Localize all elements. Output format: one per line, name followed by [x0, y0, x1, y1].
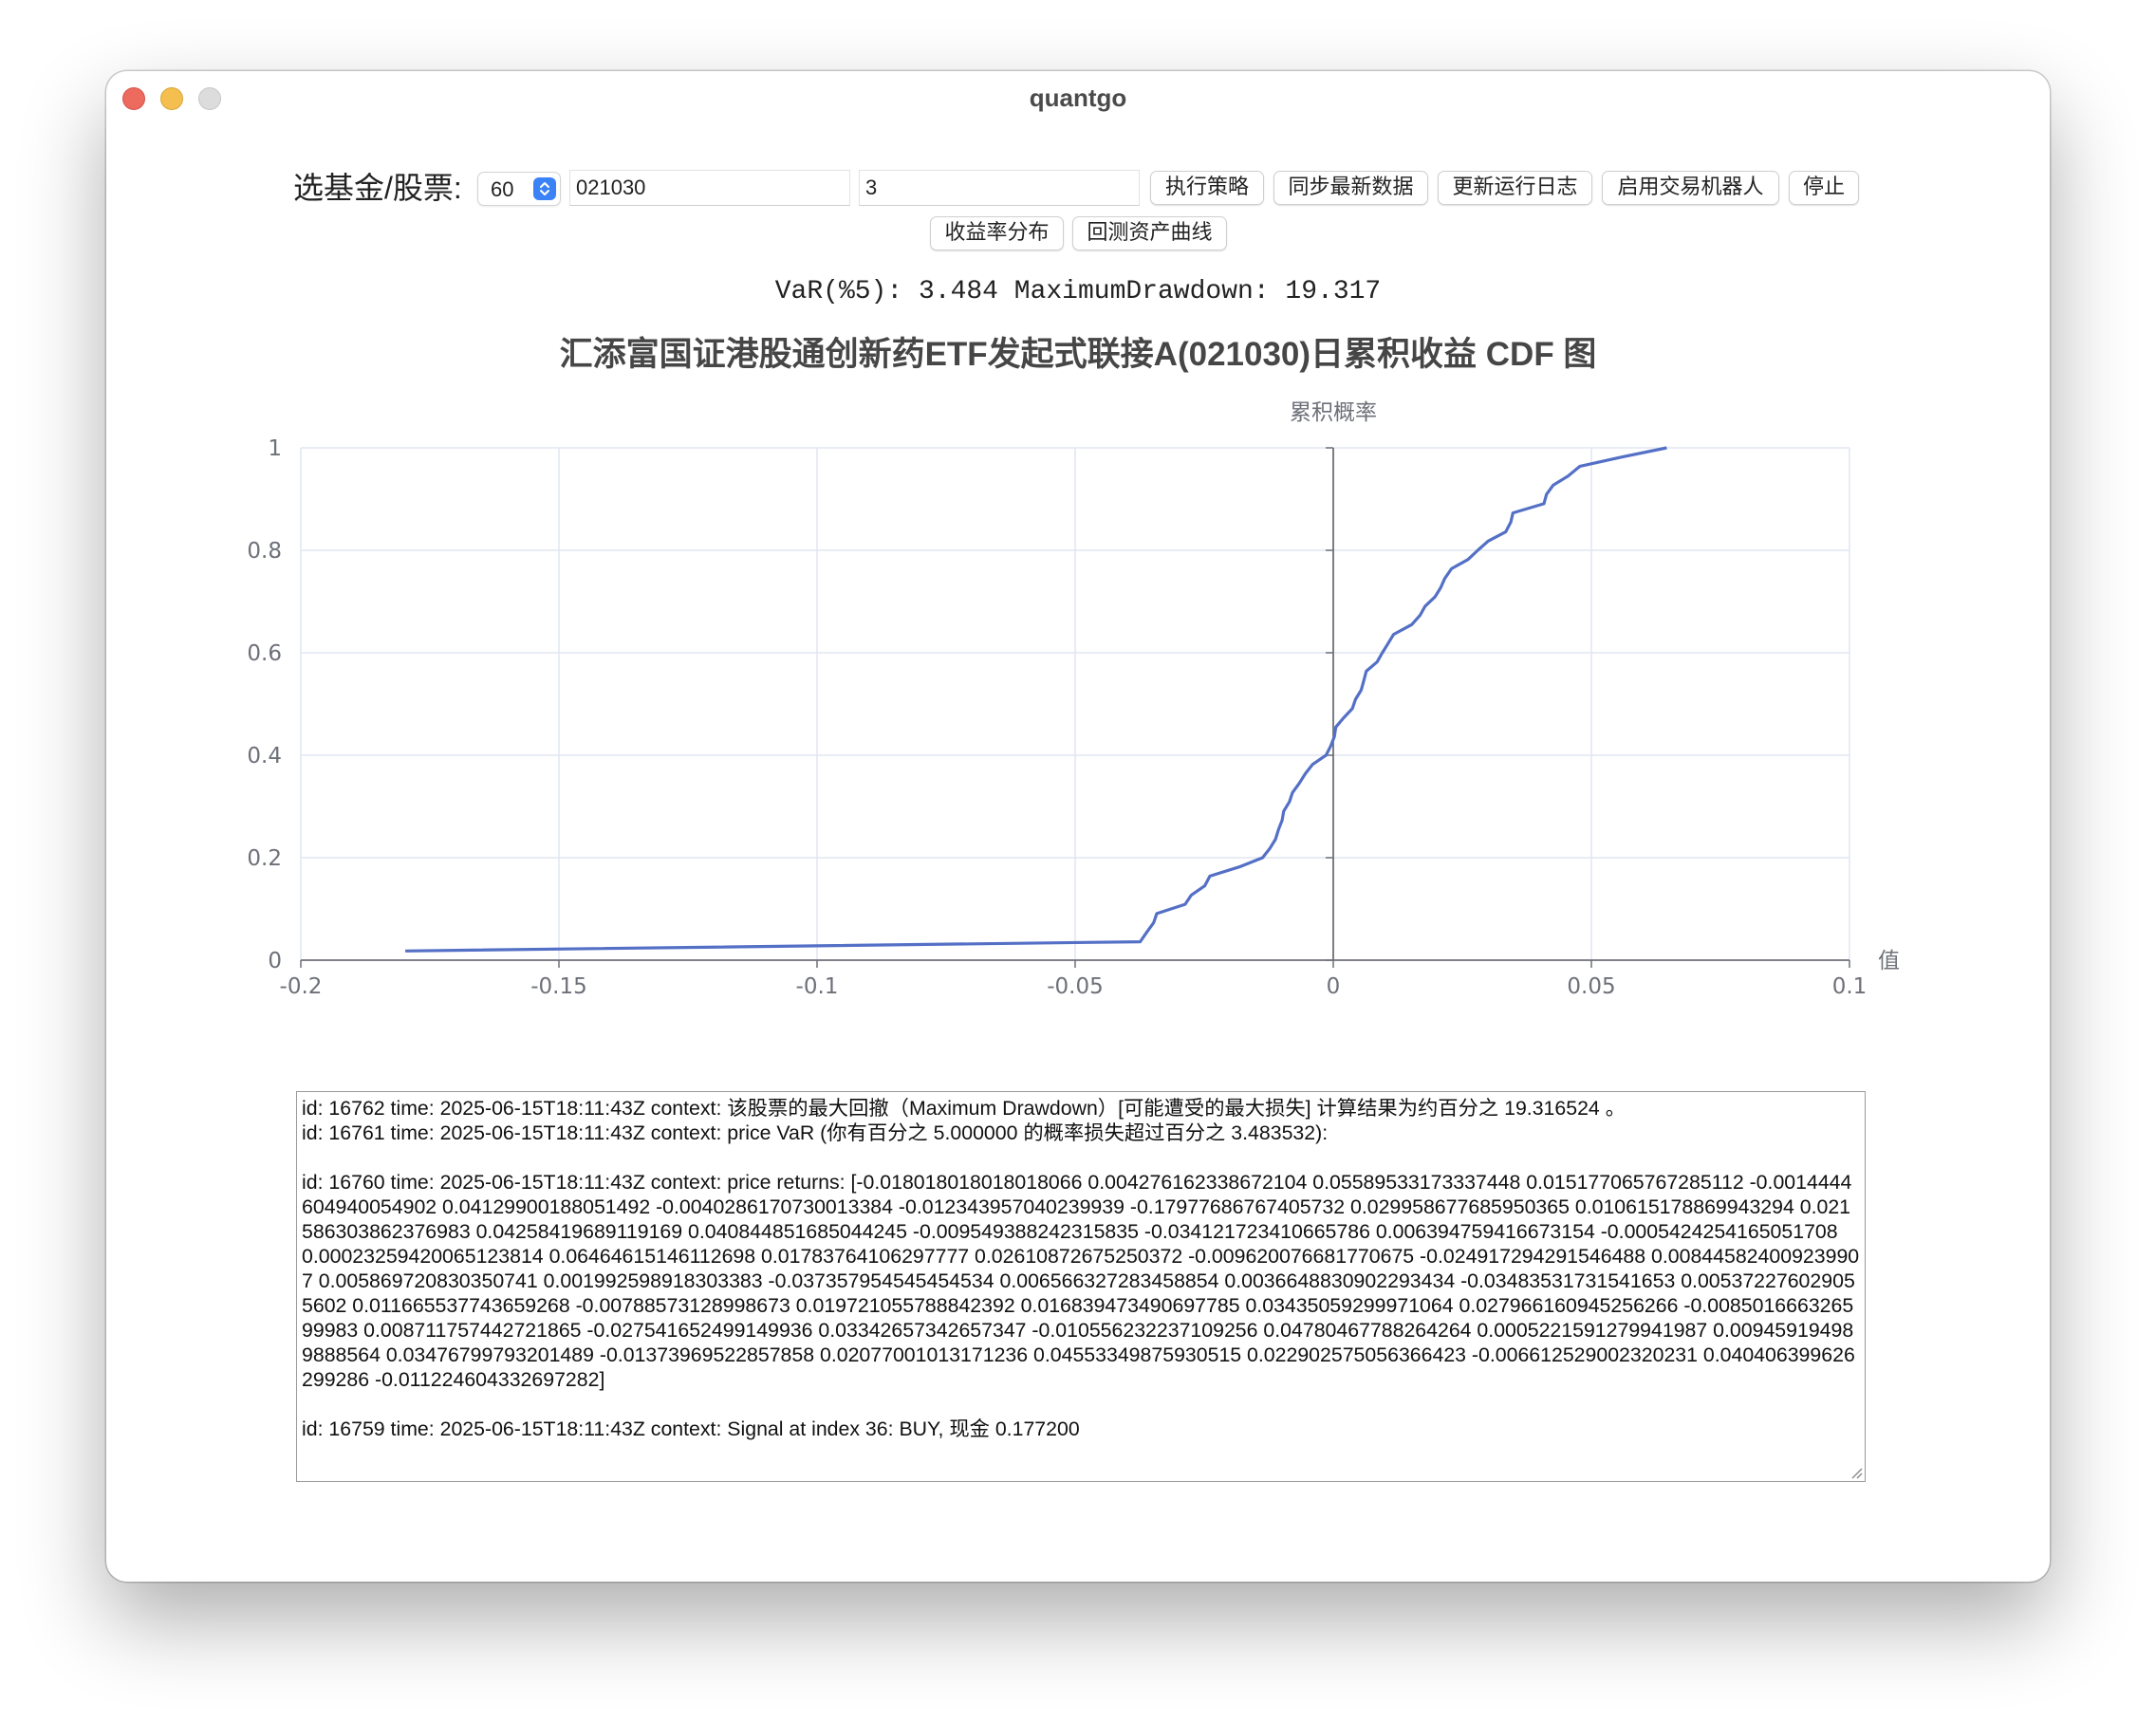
chart-axes [300, 447, 1850, 968]
cdf-series-line [405, 446, 1667, 953]
app-window: quantgo 选基金/股票: 60 执行策略 同步最新数据 更新运行日志 启用… [106, 71, 2050, 1582]
param-input[interactable] [859, 170, 1140, 206]
sync-data-button[interactable]: 同步最新数据 [1273, 171, 1428, 205]
y-tick-label: 0.4 [247, 744, 282, 769]
chart-title: 汇添富国证港股通创新药ETF发起式联接A(021030)日累积收益 CDF 图 [559, 336, 1597, 373]
minimize-window-button[interactable] [160, 87, 183, 110]
log-entry: id: 16759 time: 2025-06-15T18:11:43Z con… [302, 1417, 1080, 1440]
up-down-chevron-icon [533, 177, 556, 200]
backtest-curve-button[interactable]: 回测资产曲线 [1072, 216, 1227, 250]
log-entry: id: 16761 time: 2025-06-15T18:11:43Z con… [302, 1121, 1329, 1144]
x-tick-label: -0.1 [796, 974, 839, 999]
stop-button[interactable]: 停止 [1789, 171, 1859, 205]
title-bar: quantgo [106, 71, 2050, 126]
y-tick-label: 0.2 [247, 846, 282, 871]
start-bot-button[interactable]: 启用交易机器人 [1602, 171, 1779, 205]
period-select-value: 60 [491, 177, 514, 201]
grid-lines [300, 447, 1850, 960]
log-entry: id: 16760 time: 2025-06-15T18:11:43Z con… [302, 1171, 1860, 1391]
y-tick-label: 0.8 [247, 539, 282, 564]
x-tick-label: 0.05 [1567, 974, 1615, 999]
run-log-textarea[interactable]: id: 16762 time: 2025-06-15T18:11:43Z con… [296, 1091, 1866, 1482]
x-axis-label: 值 [1878, 949, 1900, 973]
resize-grip-icon[interactable] [1849, 1466, 1863, 1479]
period-select[interactable]: 60 [477, 172, 561, 206]
window-title: quantgo [1029, 83, 1127, 112]
log-entry: id: 16762 time: 2025-06-15T18:11:43Z con… [302, 1097, 1626, 1120]
maximize-window-button[interactable] [198, 87, 221, 110]
y-tick-label: 0 [268, 949, 282, 973]
y-axis-label: 累积概率 [1290, 400, 1377, 425]
risk-metrics-text: VaR(%5): 3.484 MaximumDrawdown: 19.317 [774, 277, 1382, 306]
x-tick-label: -0.15 [530, 974, 587, 999]
x-tick-label: -0.05 [1047, 974, 1104, 999]
returns-distribution-button[interactable]: 收益率分布 [930, 216, 1064, 250]
y-tick-label: 0.6 [247, 641, 282, 666]
x-tick-label: 0 [1327, 974, 1341, 999]
y-tick-label: 1 [268, 436, 282, 461]
run-strategy-button[interactable]: 执行策略 [1150, 171, 1264, 205]
x-tick-label: 0.1 [1832, 974, 1868, 999]
update-log-button[interactable]: 更新运行日志 [1438, 171, 1592, 205]
select-fund-label: 选基金/股票: [293, 171, 462, 205]
close-window-button[interactable] [122, 87, 145, 110]
fund-code-input[interactable] [569, 170, 850, 206]
tick-labels: -0.2 -0.15 -0.1 -0.05 0 0.05 0.1 0 0.2 0.4 0.6 0.8 1 [247, 436, 1867, 999]
x-tick-label: -0.2 [280, 974, 323, 999]
cdf-chart: -0.2 -0.15 -0.1 -0.05 0 0.05 0.1 0 0.2 0.4 0.6 0.8 1… [247, 400, 1900, 999]
